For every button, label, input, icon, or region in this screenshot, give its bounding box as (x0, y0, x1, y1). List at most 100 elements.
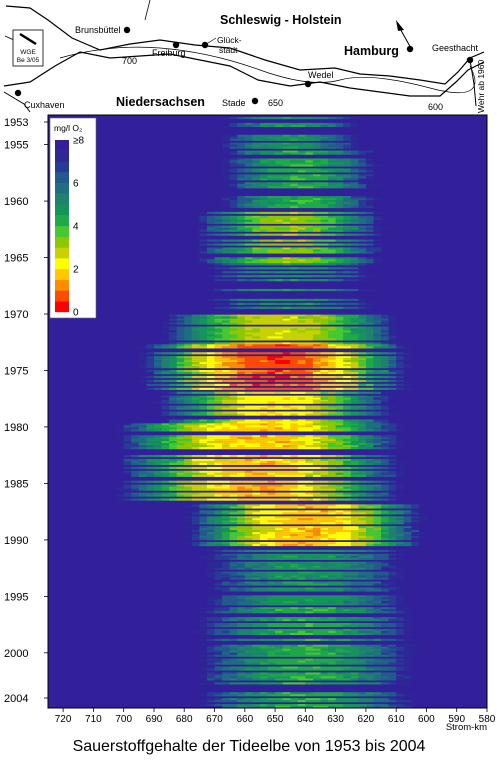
heatmap-cell (365, 362, 374, 365)
heatmap-cell (237, 182, 246, 185)
heatmap-cell (214, 460, 223, 464)
heatmap-cell (275, 215, 283, 218)
heatmap-cell (237, 435, 246, 438)
heatmap-cell (138, 397, 147, 400)
heatmap-cell (244, 116, 253, 120)
heatmap-cell (290, 144, 299, 147)
heatmap-cell (320, 211, 329, 215)
heatmap-cell (297, 437, 306, 440)
heatmap-cell (373, 249, 382, 252)
heatmap-cell (305, 318, 314, 321)
heatmap-cell (358, 170, 367, 173)
heatmap-cell (184, 443, 193, 446)
heatmap-cell (320, 371, 329, 375)
heatmap-cell (350, 279, 359, 282)
heatmap-cell (305, 581, 314, 584)
heatmap-cell (411, 516, 420, 519)
heatmap-cell (358, 366, 367, 369)
heatmap-cell (350, 201, 359, 205)
heatmap-cell (237, 320, 246, 323)
heatmap-cell (282, 577, 291, 580)
heatmap-cell (365, 611, 374, 614)
heatmap-cell (237, 577, 246, 580)
heatmap-cell (146, 441, 155, 444)
heatmap-cell (320, 174, 329, 177)
heatmap-cell (373, 425, 382, 428)
heatmap-cell (373, 259, 382, 262)
heatmap-cell (267, 538, 276, 541)
heatmap-cell (365, 553, 374, 556)
heatmap-cell (297, 136, 306, 139)
heatmap-cell (320, 648, 329, 651)
heatmap-cell (222, 229, 230, 232)
heatmap-cell (199, 352, 208, 355)
heatmap-cell (214, 443, 223, 446)
heatmap-cell (229, 405, 238, 408)
heatmap-cell (358, 371, 367, 375)
heatmap-cell (275, 413, 283, 416)
heatmap-cell (191, 360, 200, 363)
heatmap-cell (290, 184, 299, 187)
heatmap-cell (305, 536, 314, 539)
heatmap-cell (267, 263, 276, 266)
heatmap-cell (312, 360, 321, 363)
heatmap-cell (373, 364, 382, 367)
heatmap-cell (259, 587, 268, 590)
heatmap-cell (343, 279, 352, 282)
heatmap-cell (222, 632, 230, 636)
heatmap-cell (214, 306, 223, 309)
heatmap-cell (259, 383, 268, 387)
heatmap-cell (252, 124, 261, 128)
heatmap-cell (153, 358, 162, 361)
heatmap-cell (199, 504, 208, 507)
heatmap-cell (320, 168, 329, 171)
heatmap-cell (282, 279, 291, 282)
heatmap-cell (259, 346, 268, 349)
heatmap-cell (305, 516, 314, 519)
heatmap-cell (206, 397, 215, 400)
heatmap-cell (275, 486, 283, 489)
heatmap-cell (305, 174, 314, 177)
heatmap-cell (290, 603, 299, 606)
heatmap-cell (267, 342, 276, 345)
heatmap-cell (320, 302, 329, 305)
heatmap-cell (350, 136, 359, 139)
heatmap-cell (373, 466, 382, 470)
heatmap-cell (222, 439, 230, 442)
heatmap-cell (297, 429, 306, 432)
upper-elbe (469, 59, 477, 107)
heatmap-cell (252, 352, 261, 355)
heatmap-cell (229, 520, 238, 523)
heatmap-cell (275, 583, 283, 586)
heatmap-cell (237, 401, 246, 404)
heatmap-cell (388, 599, 397, 602)
heatmap-cell (244, 203, 253, 207)
heatmap-cell (290, 510, 299, 513)
heatmap-cell (290, 397, 299, 400)
heatmap-cell (290, 447, 299, 450)
heatmap-cell (206, 263, 215, 266)
heatmap-cell (305, 557, 314, 560)
heatmap-cell (358, 196, 367, 199)
heatmap-cell (259, 401, 268, 404)
heatmap-cell (229, 611, 238, 614)
heatmap-cell (396, 356, 405, 359)
heatmap-cell (131, 435, 140, 438)
heatmap-cell (282, 261, 291, 264)
heatmap-cell (290, 302, 299, 305)
heatmap-cell (335, 405, 344, 408)
heatmap-cell (222, 504, 230, 507)
heatmap-cell (358, 492, 367, 495)
heatmap-cell (365, 336, 374, 339)
heatmap-cell (335, 275, 344, 278)
heatmap-cell (244, 186, 253, 189)
heatmap-cell (176, 421, 185, 424)
heatmap-cell (320, 346, 329, 349)
heatmap-cell (373, 447, 382, 450)
heatmap-cell (169, 429, 177, 432)
heatmap-cell (237, 366, 246, 369)
heatmap-cell (237, 421, 246, 424)
heatmap-cell (350, 227, 359, 230)
heatmap-cell (206, 623, 215, 626)
heatmap-cell (206, 516, 215, 519)
